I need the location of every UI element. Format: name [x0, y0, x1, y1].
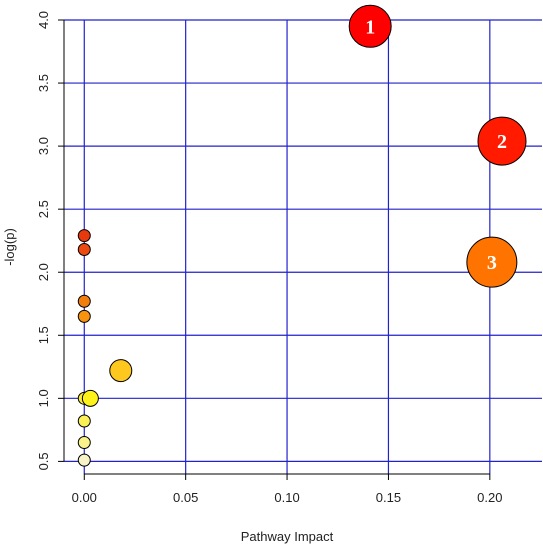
data-point	[77, 453, 91, 467]
y-tick-label: 2.5	[36, 200, 51, 218]
y-tick-label: 3.5	[36, 74, 51, 92]
data-point	[77, 414, 91, 428]
grid-lines	[64, 19, 542, 474]
data-point	[77, 229, 91, 243]
y-tick-label: 1.5	[36, 326, 51, 344]
y-tick-label: 1.0	[36, 389, 51, 407]
data-point	[109, 359, 133, 383]
point-label: 2	[497, 131, 507, 153]
x-tick-label: 0.20	[477, 490, 502, 505]
y-tick-label: 2.0	[36, 263, 51, 281]
data-point	[77, 294, 91, 308]
data-point	[348, 4, 392, 48]
data-point	[77, 435, 91, 449]
y-tick-label: 0.5	[36, 452, 51, 470]
x-tick-label: 0.10	[274, 490, 299, 505]
data-point	[77, 309, 91, 323]
x-tick-label: 0.05	[173, 490, 198, 505]
y-tick-label: 3.0	[36, 137, 51, 155]
point-label: 1	[365, 16, 375, 38]
y-axis-ticks: 0.5 1.0 1.5 2.0 2.5 3.0 3.5 4.0	[36, 11, 64, 470]
x-axis-ticks: 0.00 0.05 0.10 0.15 0.20	[72, 474, 502, 505]
point-label: 3	[487, 252, 497, 274]
x-tick-label: 0.15	[376, 490, 401, 505]
data-point	[466, 236, 518, 288]
data-points: 1 2 3	[77, 4, 527, 467]
y-axis-title: -log(p)	[2, 228, 17, 266]
x-axis-title: Pathway Impact	[241, 529, 334, 544]
data-point	[81, 389, 99, 407]
data-point	[477, 116, 527, 166]
data-point	[77, 243, 91, 257]
y-tick-label: 4.0	[36, 11, 51, 29]
x-tick-label: 0.00	[72, 490, 97, 505]
